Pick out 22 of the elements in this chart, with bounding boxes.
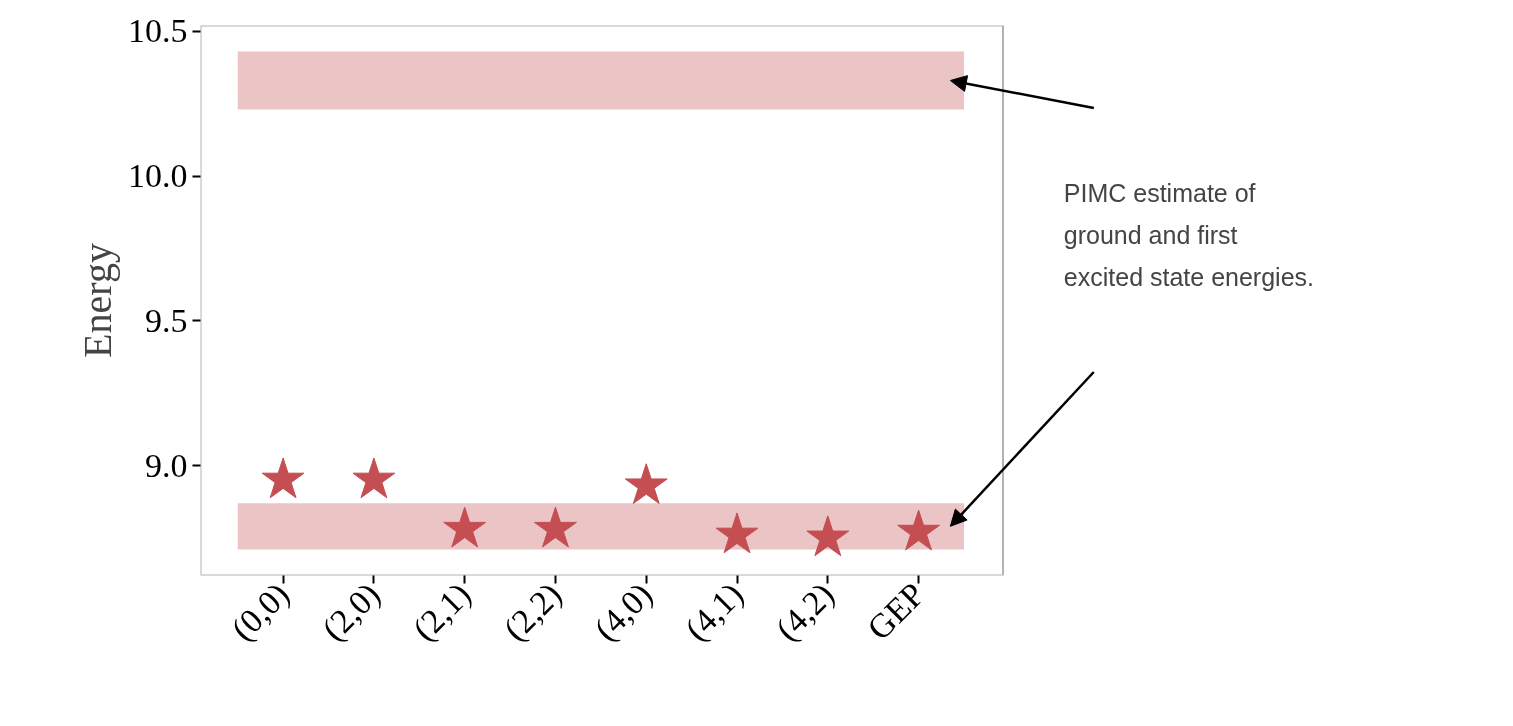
x-tick-label: (4,0) bbox=[587, 575, 661, 649]
x-tick-label: GEP bbox=[860, 575, 932, 647]
x-tick-label: (2,0) bbox=[314, 575, 388, 649]
x-tick-label: (0,0) bbox=[223, 575, 297, 649]
x-tick-label: (4,2) bbox=[768, 575, 842, 649]
point bbox=[261, 457, 305, 499]
x-tick-label: (2,2) bbox=[496, 575, 570, 649]
point bbox=[443, 506, 487, 548]
text: PIMC estimate of ground and first excited state energies. bbox=[1063, 178, 1314, 291]
point bbox=[352, 457, 396, 499]
y-tick-label: 9.5 bbox=[145, 301, 188, 339]
point bbox=[897, 509, 940, 551]
y-tick-label: 10.0 bbox=[128, 157, 188, 195]
y-tick-label: 9.0 bbox=[145, 446, 188, 484]
point bbox=[624, 463, 668, 505]
point bbox=[534, 506, 577, 548]
x-tick-label: (4,1) bbox=[677, 575, 751, 649]
y-axis-title: Energy bbox=[75, 243, 120, 358]
point bbox=[806, 515, 850, 557]
point bbox=[715, 512, 759, 554]
y-tick-label: 10.5 bbox=[128, 12, 188, 50]
x-tick-label: (2,1) bbox=[405, 575, 479, 649]
